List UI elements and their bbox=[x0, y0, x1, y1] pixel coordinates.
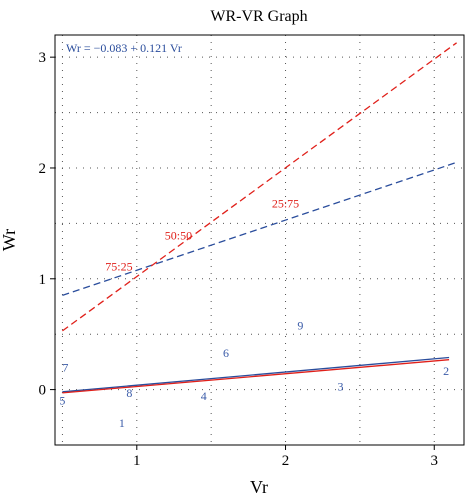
data-point-label: 9 bbox=[297, 318, 303, 332]
annotations: 25:75 50:50 75:25 1 2 3 4 5 6 7 8 9 bbox=[59, 196, 449, 429]
data-point-label: 1 bbox=[119, 416, 125, 430]
data-point-label: 7 bbox=[62, 360, 68, 374]
x-axis-label: Vr bbox=[250, 477, 268, 497]
grid bbox=[55, 35, 464, 446]
regression-equation: Wr = −0.083 + 0.121 Vr bbox=[66, 41, 182, 55]
axis-ticks: 1 2 3 0 1 2 3 bbox=[39, 50, 439, 469]
data-point-label: 8 bbox=[126, 386, 132, 400]
blue-solid-line bbox=[62, 356, 450, 393]
y-tick-label: 3 bbox=[39, 50, 47, 66]
red-solid-line bbox=[62, 359, 450, 394]
data-point-label: 3 bbox=[338, 379, 344, 393]
chart-title: WR-VR Graph bbox=[210, 8, 307, 25]
data-point-label: 6 bbox=[223, 346, 229, 360]
y-tick-label: 2 bbox=[39, 161, 47, 177]
x-tick-label: 2 bbox=[282, 453, 290, 469]
ratio-label: 75:25 bbox=[105, 260, 132, 274]
blue-dashed-line bbox=[62, 161, 457, 297]
x-tick-label: 3 bbox=[431, 453, 439, 469]
series-layer bbox=[62, 42, 457, 394]
y-tick-label: 1 bbox=[39, 272, 47, 288]
y-tick-label: 0 bbox=[39, 383, 47, 399]
x-tick-label: 1 bbox=[133, 453, 141, 469]
red-dashed-line bbox=[62, 42, 457, 332]
plot-frame bbox=[54, 34, 465, 446]
ratio-label: 50:50 bbox=[165, 229, 192, 243]
data-point-label: 2 bbox=[443, 364, 449, 378]
ratio-label: 25:75 bbox=[272, 196, 299, 210]
data-point-label: 5 bbox=[59, 394, 65, 408]
y-axis-label: Wr bbox=[0, 229, 19, 251]
data-point-label: 4 bbox=[201, 389, 207, 403]
